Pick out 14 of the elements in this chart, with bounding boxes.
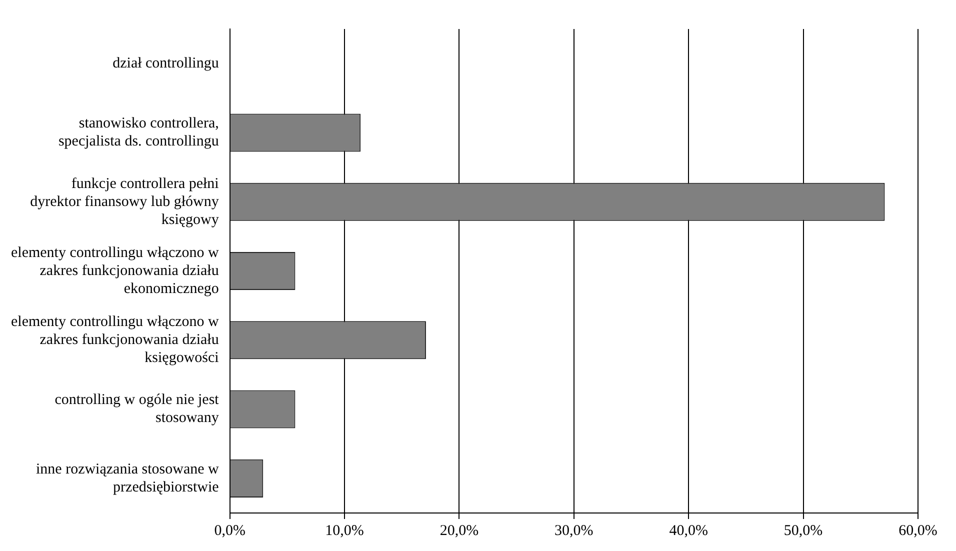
y-tick-label: stanowisko controllera, specjalista ds. controllingu [58,116,220,150]
x-tick-label: 30,0% [554,522,594,539]
x-tick-label: 40,0% [669,522,708,539]
x-tick-label: 50,0% [784,522,823,539]
x-tick-label: 60,0% [898,522,938,539]
y-tick-label: elementy controllingu włączono w zakres funkcjonowania działu ekonomicznego [10,244,220,297]
y-tick-label: funkcje controllera pełni dyrektor finansowy lub główny księgowy [30,176,220,228]
y-tick-label: elementy controllingu włączono w zakres funkcjonowania działu księgowości [10,314,220,366]
x-tick-label: 20,0% [440,522,479,539]
y-tick-label: dział controllingu [112,56,220,72]
x-tick-label: 10,0% [325,522,364,539]
y-tick-label: controlling w ogóle nie jest stosowany [54,392,220,426]
y-tick-label: inne rozwiązania stosowane w przedsiębiorstwie [36,461,220,496]
x-tick-label: 0,0% [214,522,246,539]
